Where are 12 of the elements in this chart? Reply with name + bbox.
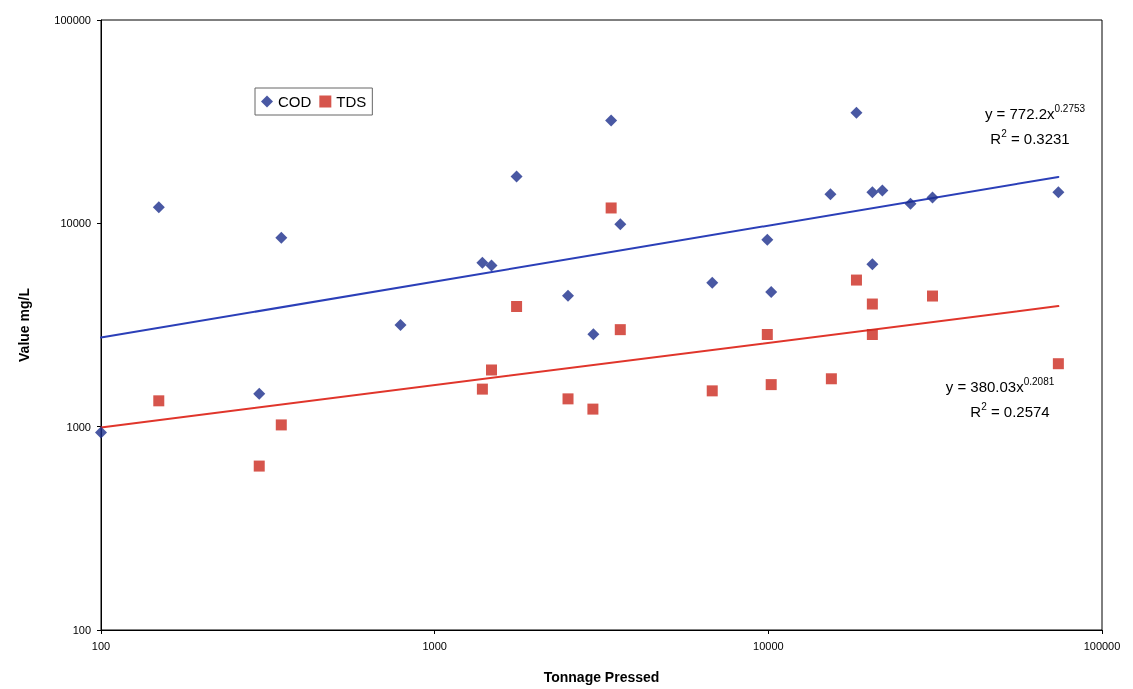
y-tick-label: 100000	[54, 14, 91, 26]
y-axis-title: Value mg/L	[16, 287, 32, 362]
x-tick-label: 100	[91, 639, 111, 652]
legend-label: COD	[278, 93, 312, 110]
x-axis-title: Tonnage Pressed	[543, 669, 660, 685]
legend-label: TDS	[336, 93, 367, 110]
x-tick-label: 10000	[753, 639, 784, 652]
y-tick-label: 10000	[60, 217, 91, 230]
y-tick-label: 1000	[66, 420, 91, 433]
x-tick-label: 100000	[1083, 639, 1121, 652]
x-tick-label: 1000	[422, 639, 447, 652]
y-tick-label: 100	[72, 624, 91, 636]
